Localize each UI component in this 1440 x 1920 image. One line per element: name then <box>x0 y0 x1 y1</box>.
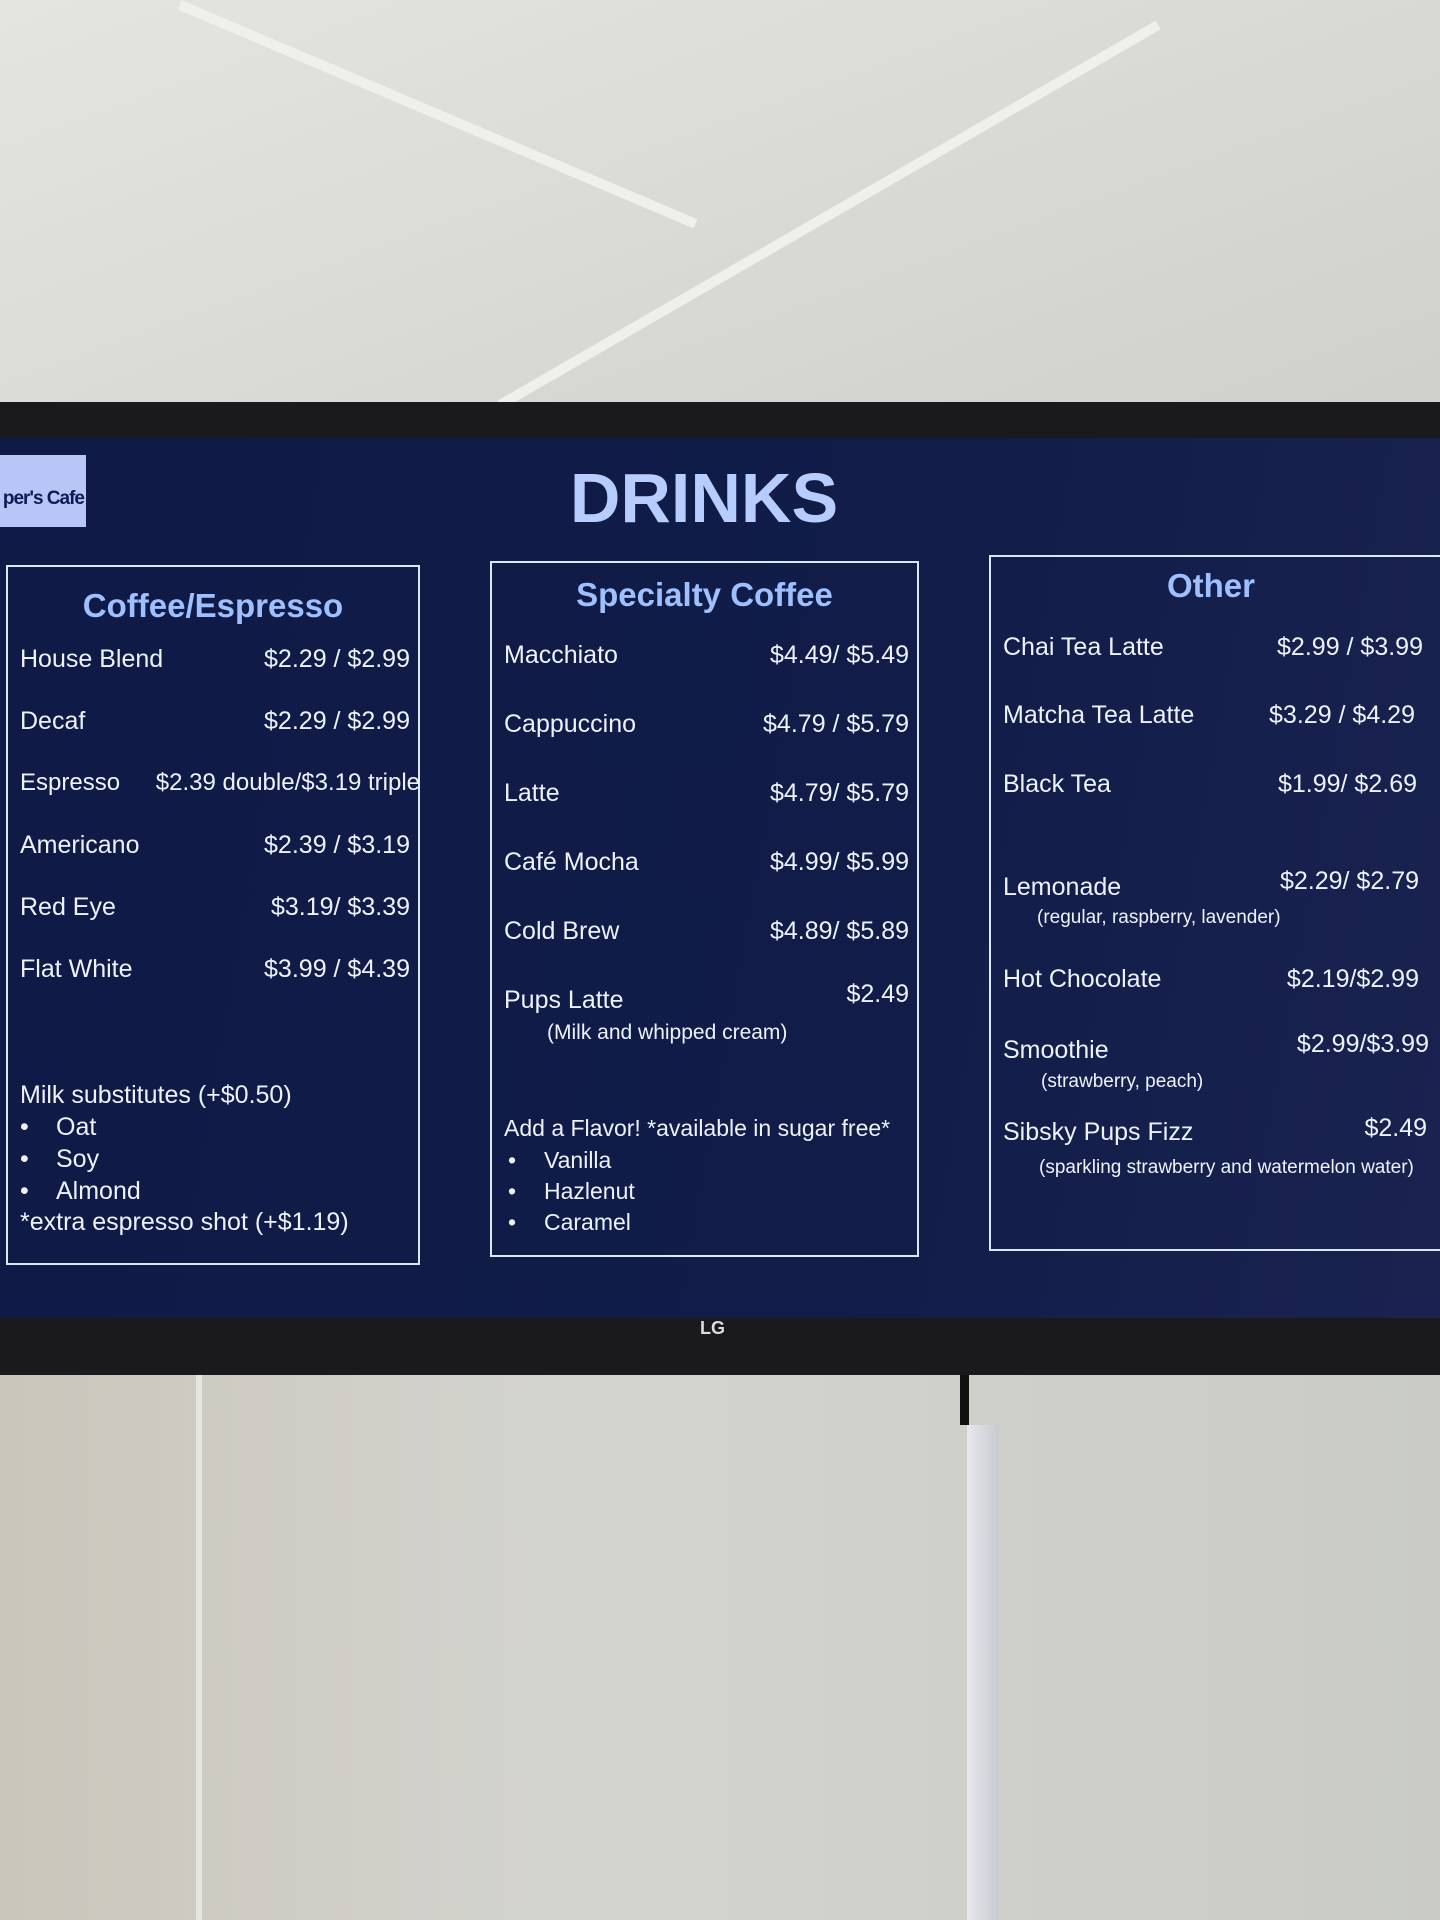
menu-item: Black Tea $1.99/ $2.69 <box>1003 770 1417 798</box>
flavor-option: Hazlenut <box>508 1178 635 1205</box>
flavor-option: Caramel <box>508 1209 631 1236</box>
menu-item: Smoothie $2.99/$3.99 <box>1003 1030 1429 1064</box>
coffee-espresso-section: Coffee/Espresso House Blend $2.29 / $2.99… <box>6 565 420 1265</box>
menu-item: Hot Chocolate $2.19/$2.99 <box>1003 965 1419 993</box>
flavor-option: Vanilla <box>508 1147 612 1174</box>
tv: per's Cafe DRINKS Coffee/Espresso House … <box>0 402 1440 1375</box>
section-heading: Specialty Coffee <box>576 576 833 613</box>
menu-item: Decaf $2.29 / $2.99 <box>20 707 410 735</box>
ceiling <box>0 0 1440 420</box>
menu-screen: per's Cafe DRINKS Coffee/Espresso House … <box>0 438 1440 1318</box>
menu-item: House Blend $2.29 / $2.99 <box>20 645 410 673</box>
lg-logo: LG <box>700 1318 725 1338</box>
milk-heading: Milk substitutes (+$0.50) <box>20 1081 292 1109</box>
item-note: (sparkling strawberry and watermelon wat… <box>1039 1157 1414 1178</box>
menu-item: Cold Brew $4.89/ $5.89 <box>504 917 909 945</box>
item-note: (Milk and whipped cream) <box>547 1021 788 1044</box>
flavor-heading: Add a Flavor! *available in sugar free* <box>504 1115 891 1141</box>
other-section: Other Chai Tea Latte $2.99 / $3.99 Matcha… <box>989 555 1440 1251</box>
tv-cable <box>960 1355 969 1425</box>
extra-shot-note: *extra espresso shot (+$1.19) <box>20 1208 349 1236</box>
section-heading: Other <box>1166 567 1255 604</box>
ceiling-beam <box>178 0 698 229</box>
menu-item: Red Eye $3.19/ $3.39 <box>20 893 410 921</box>
wall <box>0 1370 1440 1920</box>
milk-option: Soy <box>20 1145 99 1174</box>
milk-option: Oat <box>20 1113 97 1142</box>
menu-item: Macchiato $4.49/ $5.49 <box>504 641 909 669</box>
item-note: (strawberry, peach) <box>1041 1071 1204 1092</box>
page-title: DRINKS <box>569 459 839 537</box>
menu-item: Latte $4.79/ $5.79 <box>504 779 909 807</box>
wall-pipe <box>967 1425 999 1920</box>
menu-item: Americano $2.39 / $3.19 <box>20 831 410 859</box>
ceiling-beam <box>497 20 1161 410</box>
menu-item: Café Mocha $4.99/ $5.99 <box>504 848 909 876</box>
menu-item: Lemonade $2.29/ $2.79 <box>1003 867 1419 901</box>
specialty-coffee-section: Specialty Coffee Macchiato $4.49/ $5.49 C… <box>490 561 919 1257</box>
menu-item: Espresso $2.39 double/$3.19 triple <box>20 769 420 796</box>
section-heading: Coffee/Espresso <box>82 587 344 624</box>
menu-item: Matcha Tea Latte $3.29 / $4.29 <box>1003 701 1415 729</box>
item-note: (regular, raspberry, lavender) <box>1037 907 1281 928</box>
wall-seam <box>196 1370 202 1920</box>
milk-option: Almond <box>20 1177 141 1206</box>
menu-item: Chai Tea Latte $2.99 / $3.99 <box>1003 633 1423 661</box>
menu-item: Sibsky Pups Fizz $2.49 <box>1003 1114 1427 1146</box>
cafe-logo: per's Cafe <box>0 455 86 527</box>
menu-item: Flat White $3.99 / $4.39 <box>20 955 410 983</box>
menu-item: Pups Latte $2.49 <box>504 980 909 1014</box>
menu-item: Cappuccino $4.79 / $5.79 <box>504 710 909 738</box>
